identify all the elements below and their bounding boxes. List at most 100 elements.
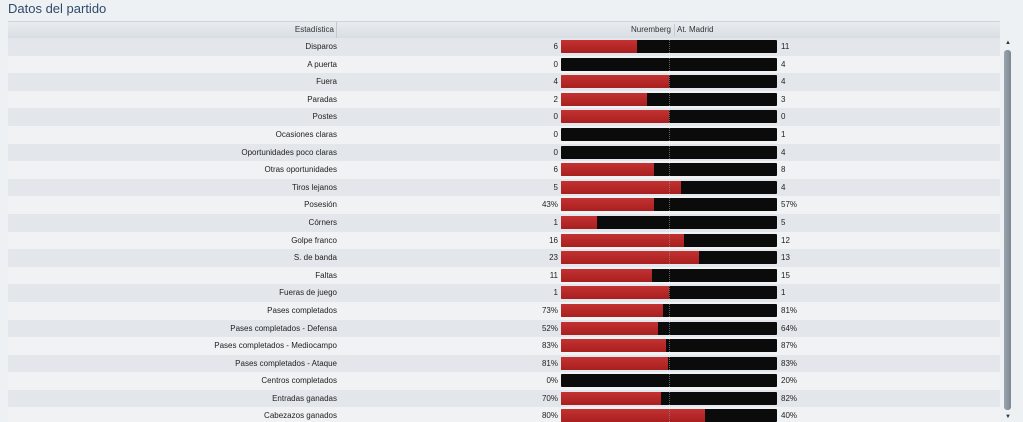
home-share-fill: [561, 233, 685, 247]
home-value: 1: [553, 217, 558, 227]
comparison-bar: [561, 356, 777, 370]
away-value: 4: [781, 59, 786, 69]
table-row[interactable]: Pases completados - Defensa 52% 64%: [8, 319, 1000, 338]
table-row[interactable]: Disparos 6 11: [8, 38, 1000, 56]
away-value: 1: [781, 288, 786, 298]
stat-label: Oportunidades poco claras: [241, 147, 337, 157]
bar-midline: [669, 339, 670, 353]
table-row[interactable]: Postes 0 0: [8, 108, 1000, 126]
bar-midline: [669, 198, 670, 212]
vertical-scrollbar[interactable]: ▲ ▼: [1003, 38, 1013, 422]
column-header-home-team[interactable]: Nuremberg: [630, 25, 671, 34]
comparison-bar: [561, 303, 777, 317]
table-row[interactable]: S. de banda 23 13: [8, 249, 1000, 267]
home-value: 0: [553, 59, 558, 69]
stat-label: Disparos: [305, 42, 337, 51]
comparison-bar: [561, 391, 777, 405]
stat-label: Postes: [312, 112, 337, 122]
table-row[interactable]: Oportunidades poco claras 0 4: [8, 143, 1000, 162]
bar-midline: [669, 57, 670, 71]
home-share-fill: [561, 409, 706, 422]
comparison-bar: [561, 268, 777, 282]
home-share-fill: [561, 75, 669, 89]
home-share-fill: [561, 268, 653, 282]
comparison-bar: [561, 57, 777, 71]
comparison-bar: [561, 339, 777, 353]
home-share-fill: [561, 198, 654, 212]
column-header-away-team[interactable]: At. Madrid: [677, 25, 714, 34]
table-row[interactable]: Pases completados - Ataque 81% 83%: [8, 354, 1000, 373]
home-value: 1: [553, 288, 558, 298]
home-value: 2: [553, 94, 558, 104]
table-row[interactable]: A puerta 0 4: [8, 55, 1000, 74]
table-row[interactable]: Posesión 43% 57%: [8, 196, 1000, 214]
home-value: 70%: [541, 393, 558, 403]
away-value: 1: [781, 129, 786, 139]
bar-midline: [669, 251, 670, 265]
comparison-bar: [561, 163, 777, 177]
bar-midline: [669, 268, 670, 282]
home-value: 0: [553, 147, 558, 157]
home-value: 6: [553, 165, 558, 175]
table-row[interactable]: Fueras de juego 1 1: [8, 284, 1000, 302]
scroll-down-arrow-icon[interactable]: ▼: [1005, 414, 1011, 420]
home-value: 81%: [541, 358, 558, 368]
home-share-fill: [561, 286, 669, 300]
table-row[interactable]: Cabezazos ganados 80% 40%: [8, 407, 1000, 422]
away-value: 8: [781, 165, 786, 175]
stat-label: Fuera: [316, 77, 337, 87]
scrollbar-thumb[interactable]: [1004, 50, 1011, 410]
table-row[interactable]: Golpe franco 16 12: [8, 231, 1000, 250]
comparison-bar: [561, 286, 777, 300]
away-value: 15: [781, 270, 790, 280]
away-value: 5: [781, 217, 786, 227]
table-row[interactable]: Paradas 2 3: [8, 90, 1000, 109]
table-row[interactable]: Pases completados 73% 81%: [8, 301, 1000, 320]
away-value: 81%: [781, 305, 798, 315]
bar-midline: [669, 391, 670, 405]
away-value: 4: [781, 182, 786, 192]
comparison-bar: [561, 127, 777, 141]
away-value: 0: [781, 112, 786, 122]
table-row[interactable]: Otras oportunidades 6 8: [8, 161, 1000, 179]
table-row[interactable]: Tiros lejanos 5 4: [8, 178, 1000, 197]
bar-midline: [669, 40, 670, 53]
away-value: 13: [781, 253, 790, 263]
away-value: 83%: [781, 358, 798, 368]
stats-table-body: Disparos 6 11 A puerta 0 4 Fuera 4 4 Paradas 2 3 Pos…: [8, 38, 1000, 422]
table-row[interactable]: Centros completados 0% 20%: [8, 372, 1000, 390]
home-share-fill: [561, 215, 598, 229]
bar-midline: [669, 92, 670, 106]
stat-label: Córners: [308, 217, 337, 227]
home-value: 52%: [541, 323, 558, 333]
home-value: 6: [553, 42, 558, 51]
home-value: 0: [553, 112, 558, 122]
scroll-up-arrow-icon[interactable]: ▲: [1005, 40, 1011, 46]
home-value: 73%: [541, 305, 558, 315]
bar-midline: [669, 180, 670, 194]
comparison-bar: [561, 198, 777, 212]
away-value: 64%: [781, 323, 798, 333]
table-row[interactable]: Ocasiones claras 0 1: [8, 125, 1000, 144]
table-row[interactable]: Fuera 4 4: [8, 73, 1000, 91]
home-value: 80%: [541, 411, 558, 421]
bar-midline: [669, 163, 670, 177]
comparison-bar: [561, 409, 777, 422]
stats-table-header: Estadística Nuremberg At. Madrid: [8, 21, 1000, 39]
home-share-fill: [561, 40, 638, 53]
home-share-fill: [561, 356, 668, 370]
table-row[interactable]: Faltas 11 15: [8, 266, 1000, 285]
comparison-bar: [561, 215, 777, 229]
away-value: 87%: [781, 341, 798, 351]
home-value: 0: [553, 129, 558, 139]
table-row[interactable]: Córners 1 5: [8, 213, 1000, 232]
table-row[interactable]: Pases completados - Mediocampo 83% 87%: [8, 337, 1000, 355]
home-value: 23: [549, 253, 558, 263]
column-header-statistic[interactable]: Estadística: [8, 22, 337, 38]
comparison-bar: [561, 110, 777, 124]
bar-midline: [669, 110, 670, 124]
table-row[interactable]: Entradas ganadas 70% 82%: [8, 389, 1000, 408]
home-share-fill: [561, 303, 664, 317]
home-value: 16: [549, 235, 558, 245]
home-value: 5: [553, 182, 558, 192]
